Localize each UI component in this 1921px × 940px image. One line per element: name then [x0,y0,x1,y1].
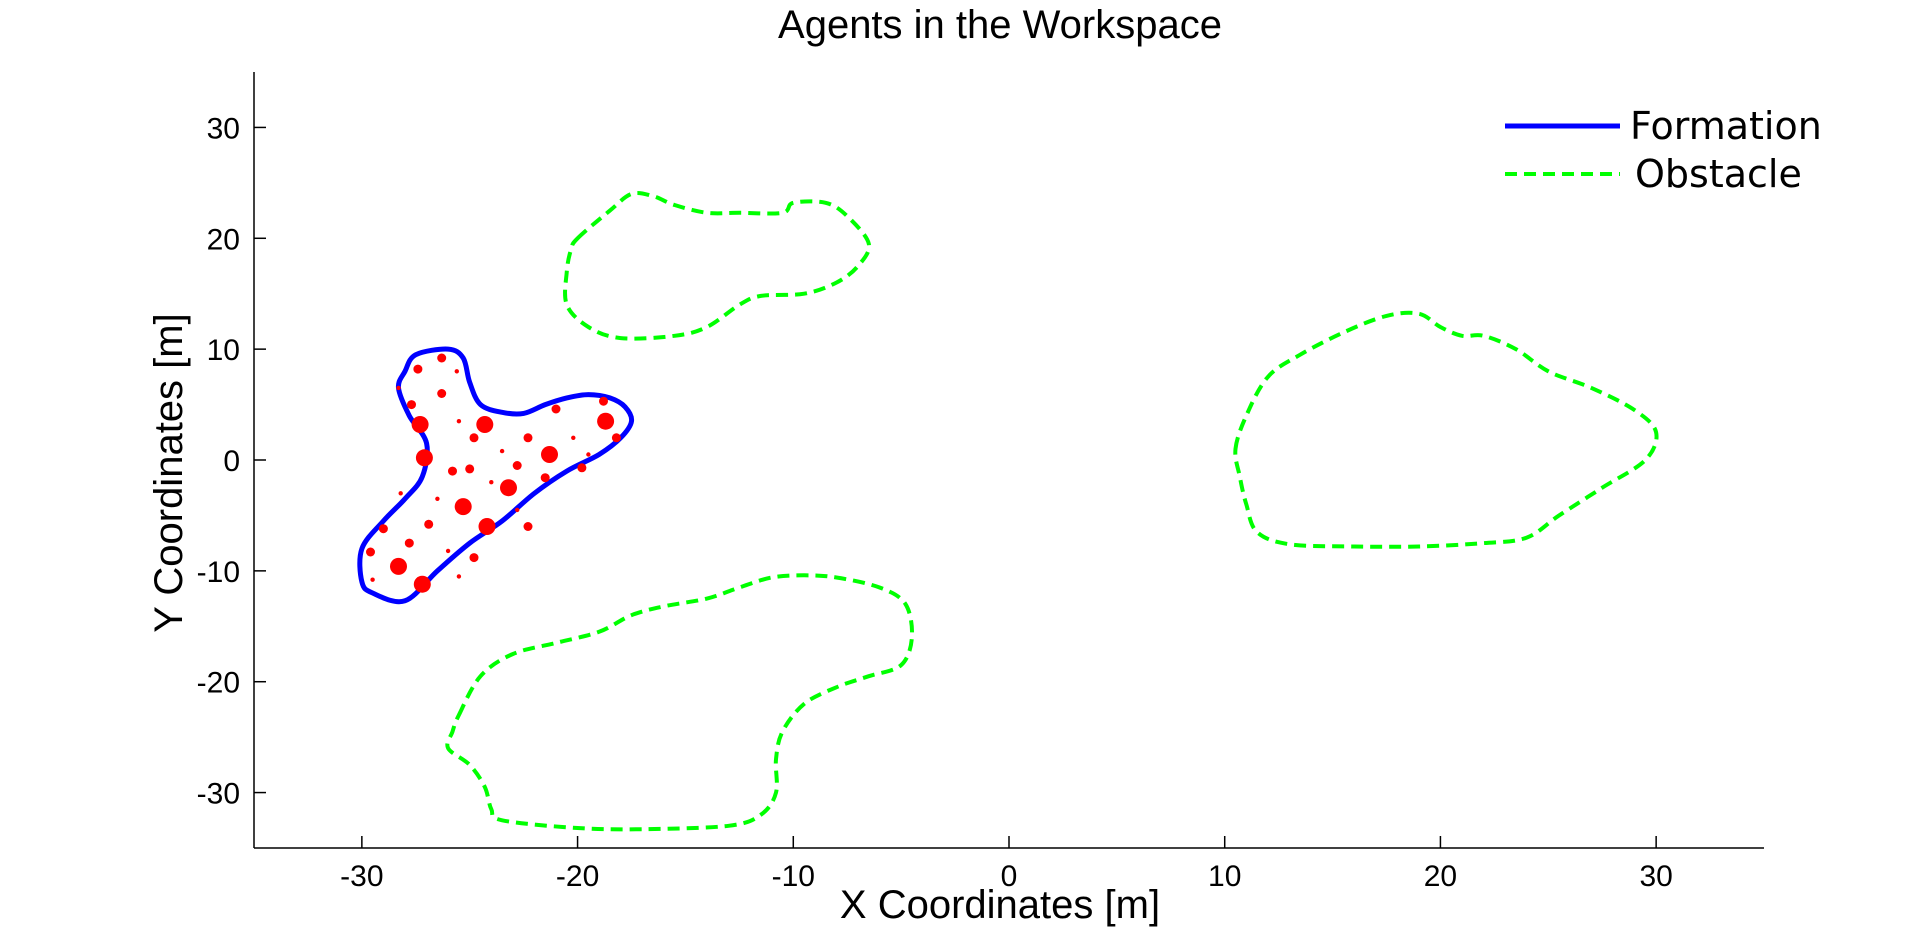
axes: -30 -20 -10 0 10 20 30 -30 -20 -10 0 10 20 30 [197,72,1764,893]
agent-point [456,574,462,579]
legend-formation-label: Formation [1630,104,1822,148]
agent-point [541,446,558,463]
agent-point [437,353,447,363]
agent-point [411,416,429,433]
agent-point [407,400,416,410]
y-tick-label: 30 [207,112,240,145]
legend-obstacle-label: Obstacle [1635,152,1802,196]
obstacle-layer [445,190,1659,832]
agent-point [415,449,433,467]
y-tick-label: -10 [197,556,240,589]
agent-point [571,435,576,440]
obstacle-outline-1 [563,190,872,341]
legend: Formation Obstacle [1505,104,1822,196]
agent-point [465,464,475,474]
agent-point [390,557,407,575]
y-tick-label: 10 [207,334,240,367]
agent-point [597,412,615,430]
agent-point [476,416,494,433]
agent-point [586,452,591,457]
agent-point [500,479,517,497]
x-tick-label: -20 [556,860,599,893]
y-tick-label: 0 [223,445,240,478]
agent-point [413,575,431,593]
agent-point [551,404,561,414]
agent-point [515,507,520,513]
agent-point [448,466,457,476]
y-axis-label: Y Coordinates [m] [147,313,191,632]
agent-point [413,364,423,374]
agent-point [523,433,533,443]
x-tick-label: -10 [772,860,815,893]
formation-layer [357,346,635,605]
x-tick-label: 30 [1639,860,1672,893]
agent-point [523,522,533,531]
x-tick-label: 20 [1424,860,1457,893]
agent-point [489,480,494,485]
agent-point [478,518,496,535]
agent-point [366,547,375,557]
agent-point [577,463,587,473]
agent-point [437,389,447,398]
agent-point [454,498,472,516]
agent-point [445,548,451,554]
agent-point [469,553,479,563]
y-tick-label: -30 [197,778,240,811]
x-tick-label: -30 [340,860,383,893]
x-tick-label: 10 [1208,860,1241,893]
agent-point [454,369,459,374]
x-ticks: -30 -20 -10 0 10 20 30 [340,836,1673,893]
agent-point [456,419,462,424]
agent-point [370,577,375,582]
y-ticks: -30 -20 -10 0 10 20 30 [197,112,266,811]
plot-area [357,190,1659,832]
obstacle-outline-3 [445,573,915,832]
agent-point [424,519,434,529]
agent-point [435,496,440,501]
agent-point [540,473,550,483]
chart-title: Agents in the Workspace [778,3,1222,47]
agent-point [611,433,621,443]
agent-point [512,461,522,470]
agent-point [469,433,479,443]
agent-point [499,448,505,454]
agent-point [398,491,403,496]
y-tick-label: -20 [197,667,240,700]
y-tick-label: 20 [207,223,240,256]
agent-point [599,396,608,406]
agent-layer [366,353,621,593]
formation-outline [357,346,635,605]
agent-point [404,538,414,548]
agent-point [396,385,401,391]
x-axis-label: X Coordinates [m] [840,883,1160,927]
x-tick-label: 0 [1001,860,1018,893]
agent-point [378,524,388,534]
